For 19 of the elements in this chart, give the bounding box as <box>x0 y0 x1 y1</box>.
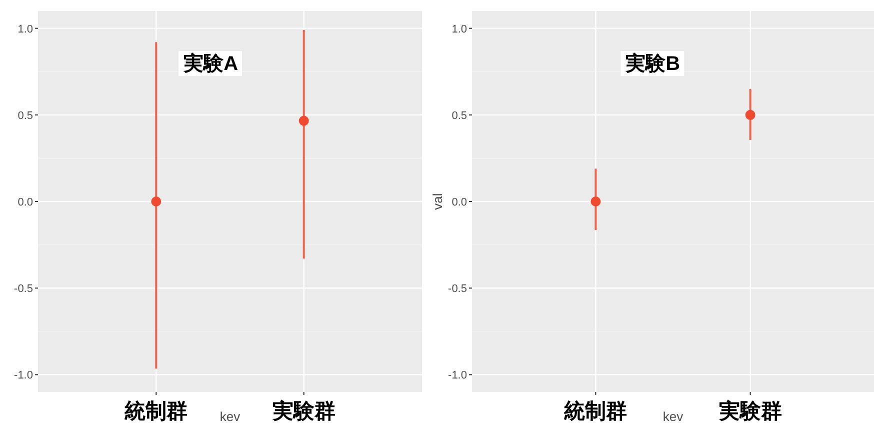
x-tick-label: 実験群 <box>718 399 782 423</box>
y-tick-label: 0.5 <box>18 110 33 122</box>
y-tick-label: 0.5 <box>452 110 467 122</box>
y-tick-label: 1.0 <box>18 23 33 36</box>
x-tick-label: 統制群 <box>563 400 628 423</box>
x-axis-title: kev <box>662 409 684 423</box>
y-tick-label: -0.5 <box>14 283 33 296</box>
x-tick-label: 統制群 <box>124 400 188 423</box>
y-tick-label: 0.0 <box>18 196 33 208</box>
x-axis-title: kev <box>220 409 241 423</box>
y-tick-label: 0.0 <box>452 196 467 208</box>
y-tick-label: 1.0 <box>452 23 467 36</box>
y-axis-title: val <box>430 193 445 210</box>
x-tick-label: 実験群 <box>271 399 336 423</box>
annotation: 実験B <box>624 52 680 75</box>
y-tick-label: -1.0 <box>448 370 467 382</box>
annotation: 実験A <box>182 52 238 75</box>
y-tick-label: -1.0 <box>14 370 33 382</box>
y-tick-label: -0.5 <box>448 283 467 296</box>
